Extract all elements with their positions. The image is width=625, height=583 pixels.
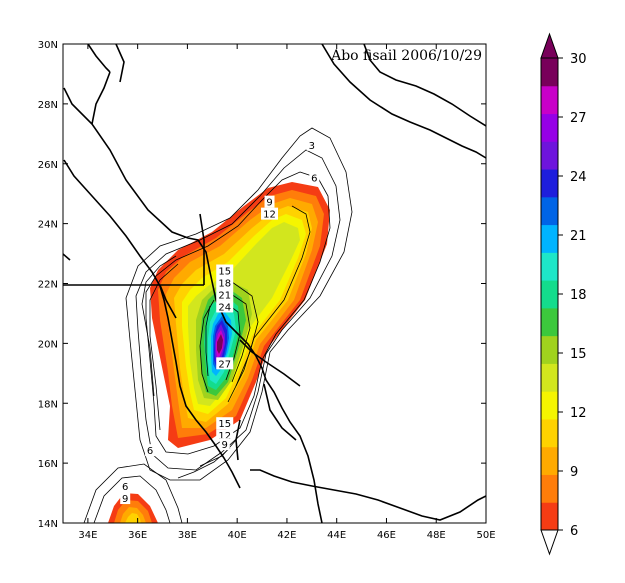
colorbar-segment <box>541 280 558 309</box>
contour-label-bg <box>219 438 230 451</box>
colorbar-tick-label: 15 <box>570 347 587 362</box>
colorbar-segment <box>541 141 558 170</box>
lon-tick-label: 44E <box>327 530 346 541</box>
contour-label-bg <box>120 492 131 505</box>
map-title: Abo fisail 2006/10/29 <box>330 48 482 64</box>
contour-label-bg <box>216 417 234 430</box>
longitude-axis: 34E 36E 38E 40E 42E 44E 46E 48E 50E <box>78 44 496 541</box>
lat-tick-label: 20N <box>38 339 58 350</box>
contour-label: 12 <box>218 431 231 442</box>
contour-label: 18 <box>218 279 231 290</box>
colorbar-tick-label: 12 <box>570 406 587 421</box>
contour-label-bg <box>264 195 275 208</box>
lat-tick-label: 24N <box>38 220 58 231</box>
colorbar-tick-label: 27 <box>570 111 587 126</box>
lat-tick-label: 14N <box>38 519 58 530</box>
contour-label: 9 <box>122 494 128 505</box>
lon-tick-label: 42E <box>277 530 296 541</box>
contour-label-bg <box>216 288 234 301</box>
contour-label-bg <box>216 357 234 370</box>
lon-tick-label: 38E <box>178 530 197 541</box>
contour-label: 6 <box>122 482 128 493</box>
contour-label-bg <box>216 276 234 289</box>
lon-tick-label: 46E <box>377 530 396 541</box>
colorbar-tick-label: 6 <box>570 524 578 539</box>
colorbar-tick-label: 24 <box>570 170 587 185</box>
contour-label-bg <box>216 264 234 277</box>
contour-label: 6 <box>147 446 153 457</box>
colorbar-segment <box>541 85 558 115</box>
contour-label: 12 <box>263 210 276 221</box>
colorbar-tick-label: 30 <box>570 52 587 67</box>
lon-tick-label: 36E <box>128 530 147 541</box>
lat-tick-label: 16N <box>38 459 58 470</box>
contour-label-bg <box>145 444 156 457</box>
colorbar-segment <box>541 58 558 87</box>
contour-label-bg <box>216 300 234 313</box>
lon-tick-label: 48E <box>427 530 446 541</box>
latitude-axis: 14N 16N 18N 20N 22N 24N 26N 28N 30N <box>38 40 486 530</box>
contour-label: 27 <box>218 359 231 370</box>
contour-label: 15 <box>218 267 231 278</box>
lon-tick-label: 40E <box>228 530 247 541</box>
lat-tick-label: 26N <box>38 160 58 171</box>
colorbar-bottom-arrow <box>540 529 559 556</box>
colorbar-segment <box>541 446 558 475</box>
lat-tick-label: 22N <box>38 280 58 291</box>
contour-label: 24 <box>218 302 231 313</box>
colorbar-segment <box>541 363 558 392</box>
coastlines <box>63 44 486 523</box>
contour-label: 9 <box>222 440 228 451</box>
colorbar-segment <box>541 196 558 226</box>
contour-label: 3 <box>309 141 315 152</box>
colorbar-segment <box>541 252 558 281</box>
contour-label-bg <box>120 480 131 493</box>
lat-tick-label: 18N <box>38 399 58 410</box>
colorbar: 6 9 12 15 18 21 24 27 30 <box>540 32 587 556</box>
contour-label: 21 <box>218 290 231 301</box>
colorbar-tick-label: 9 <box>570 465 578 480</box>
colorbar-segment <box>541 502 558 531</box>
colorbar-tick-label: 18 <box>570 288 587 303</box>
colorbar-segment <box>541 113 558 142</box>
contour-label: 15 <box>218 419 231 430</box>
contour-label-bg <box>309 171 320 184</box>
colorbar-segment <box>541 307 558 337</box>
lat-tick-label: 28N <box>38 100 58 111</box>
contour-label: 9 <box>266 198 272 209</box>
rainfall-shading <box>108 182 330 523</box>
lon-tick-label: 50E <box>476 530 495 541</box>
colorbar-segment <box>541 418 558 448</box>
colorbar-top-arrow <box>540 32 559 59</box>
colorbar-segment <box>541 224 558 253</box>
contour-label-bg <box>306 138 317 151</box>
contour-label: 6 <box>311 174 317 185</box>
borders <box>63 213 301 461</box>
lat-tick-label: 30N <box>38 40 58 51</box>
colorbar-tick-label: 21 <box>570 229 587 244</box>
colorbar-segment <box>541 335 558 364</box>
colorbar-segment <box>541 474 558 503</box>
colorbar-segment <box>541 391 558 420</box>
contour-label-bg <box>261 207 279 220</box>
lon-tick-label: 34E <box>78 530 97 541</box>
colorbar-segment <box>541 169 558 198</box>
